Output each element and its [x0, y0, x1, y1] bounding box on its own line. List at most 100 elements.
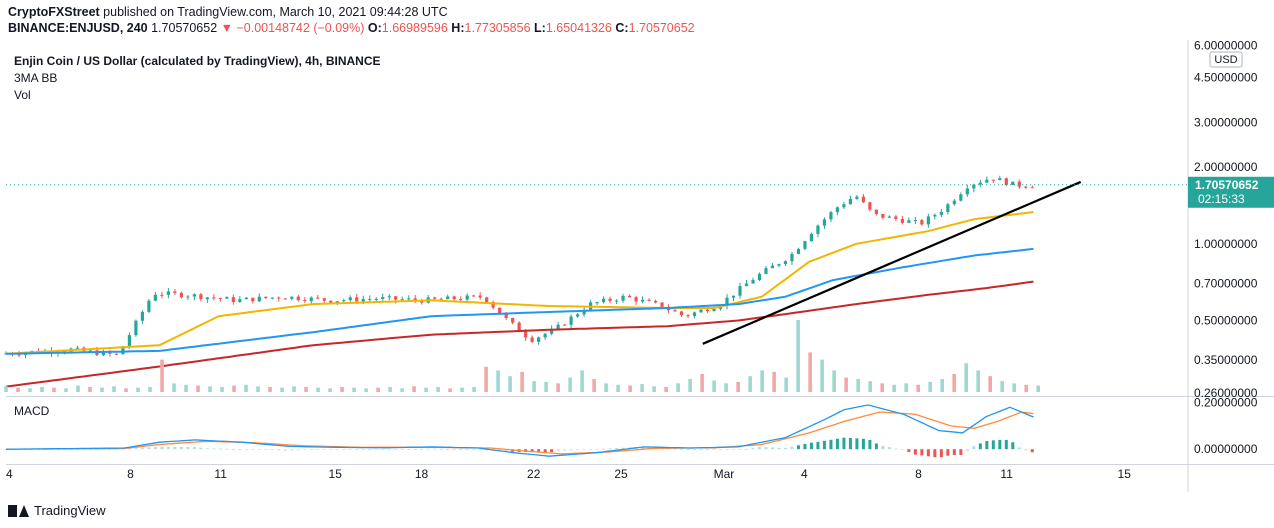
macd-histogram-bar: [433, 448, 437, 450]
macd-histogram-bar: [277, 449, 281, 451]
volume-bar: [16, 387, 20, 392]
candle-body: [978, 182, 982, 185]
volume-bar: [1036, 385, 1040, 392]
candle-body: [881, 213, 885, 218]
candle-body: [725, 297, 729, 306]
candle-body: [634, 297, 638, 302]
macd-histogram-bar: [770, 447, 774, 450]
volume-bar: [508, 376, 512, 392]
volume-bar: [64, 388, 68, 392]
candle-body: [1011, 181, 1015, 186]
macd-histogram-bar: [589, 449, 593, 450]
volume-bar: [412, 386, 416, 392]
candle-body: [627, 295, 632, 298]
volume-bar: [700, 374, 704, 392]
indicator-ma-bb[interactable]: 3MA BB: [14, 71, 58, 85]
macd-histogram-bar: [894, 448, 898, 450]
currency-badge: [1209, 51, 1243, 68]
volume-bar: [844, 377, 848, 392]
volume-bar: [952, 374, 956, 392]
macd-histogram-bar: [712, 448, 716, 450]
low-value: 1.65041326: [545, 21, 612, 35]
candle-body: [374, 299, 378, 301]
volume-bar: [328, 388, 332, 392]
candle-body: [614, 300, 619, 302]
candle-body: [296, 296, 300, 301]
moving-average-line: [5, 211, 1034, 355]
tradingview-logo-icon: [8, 504, 29, 517]
candle-body: [465, 295, 469, 300]
macd-histogram-bar: [407, 449, 411, 450]
indicator-volume[interactable]: Vol: [14, 88, 31, 102]
candle-body: [666, 307, 671, 311]
candle-body: [647, 299, 651, 301]
macd-histogram-bar: [205, 448, 209, 450]
tradingview-logo[interactable]: TradingView: [8, 503, 106, 518]
volume-bar: [1012, 383, 1016, 392]
candle-body: [381, 297, 385, 300]
candle-body: [75, 347, 80, 349]
volume-bar: [664, 386, 668, 392]
volume-bar: [772, 371, 776, 392]
macd-histogram-bar: [446, 448, 450, 450]
macd-histogram-bar: [387, 449, 391, 450]
volume-bar: [904, 383, 908, 392]
candle-body: [277, 297, 281, 299]
candle-body: [504, 313, 508, 318]
symbol-interval: BINANCE:ENJUSD, 240: [8, 21, 148, 35]
volume-bar: [472, 386, 476, 392]
macd-histogram-bar: [192, 446, 196, 450]
macd-tick-label: 0.00000000: [1194, 442, 1258, 456]
macd-histogram-bar: [829, 439, 833, 450]
macd-histogram-bar: [641, 446, 645, 450]
price-change: −0.00148742 (−0.09%): [236, 21, 365, 35]
macd-histogram-bar: [595, 449, 599, 450]
macd-histogram-bar: [465, 449, 469, 450]
down-arrow-icon: ▼: [220, 21, 234, 35]
volume-bar: [52, 387, 56, 392]
candle-body: [829, 212, 833, 220]
candle-body: [257, 296, 261, 302]
macd-histogram-bar: [582, 449, 586, 450]
time-tick-label: 11: [1000, 467, 1013, 481]
candle-body: [244, 297, 248, 300]
candle-body: [939, 211, 943, 215]
candle-body: [511, 317, 515, 323]
macd-histogram-bar: [374, 449, 378, 450]
candle-body: [264, 296, 268, 299]
close-label: C:: [615, 21, 629, 35]
macd-histogram-bar: [693, 449, 697, 450]
macd-histogram-bar: [257, 449, 261, 450]
candle-body: [134, 320, 138, 336]
volume-bar: [880, 383, 884, 392]
volume-bar: [124, 388, 128, 392]
macd-histogram-bar: [602, 448, 606, 450]
volume-bar: [796, 320, 800, 392]
macd-histogram-bar: [965, 449, 969, 452]
volume-bar: [304, 386, 308, 392]
volume-bar: [184, 384, 188, 392]
macd-histogram-bar: [920, 449, 924, 456]
candle-body: [783, 261, 788, 265]
macd-histogram-bar: [478, 449, 482, 450]
volume-bar: [532, 381, 536, 392]
macd-histogram-bar: [244, 449, 248, 450]
volume-bar: [196, 385, 200, 392]
time-tick-label: Mar: [714, 467, 735, 481]
volume-bar: [928, 381, 932, 392]
macd-histogram-bar: [991, 440, 995, 450]
macd-histogram-bar: [329, 449, 333, 450]
volume-bar: [712, 380, 716, 392]
candle-body: [472, 295, 476, 297]
volume-bar: [916, 384, 920, 392]
macd-histogram-bar: [160, 446, 164, 450]
volume-bar: [340, 386, 344, 392]
time-tick-label: 15: [329, 467, 343, 481]
candle-body: [335, 301, 339, 303]
macd-histogram-bar: [946, 449, 950, 456]
macd-histogram-bar: [699, 449, 703, 450]
volume-bar: [232, 385, 236, 392]
candle-body: [576, 314, 580, 317]
macd-histogram-bar: [426, 448, 430, 450]
